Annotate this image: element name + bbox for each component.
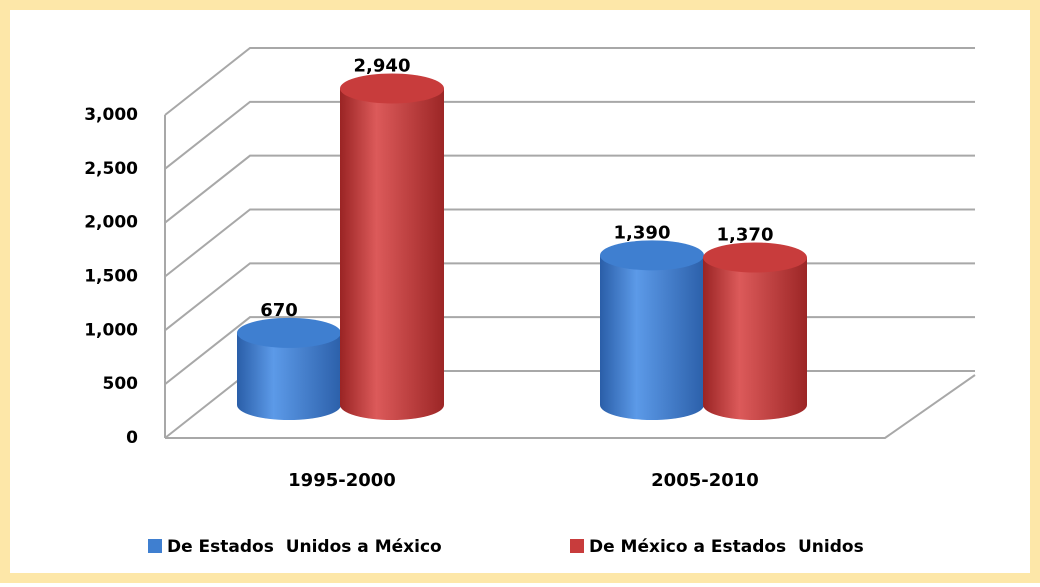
- value-label: 670: [260, 300, 298, 321]
- legend-swatch: [148, 539, 162, 553]
- cylinder-top: [600, 240, 704, 271]
- y-tick-label: 2,000: [84, 213, 138, 233]
- cylinder: [340, 88, 444, 421]
- x-tick-label: 2005-2010: [651, 470, 759, 491]
- grid-line: [164, 100, 975, 170]
- floor: [165, 374, 976, 439]
- legend-label: De México a Estados Unidos: [589, 537, 864, 557]
- y-tick-label: 1,000: [84, 320, 138, 340]
- y-tick-label: 1,500: [84, 267, 138, 287]
- y-tick-label: 2,500: [84, 159, 138, 179]
- cylinder: [237, 332, 341, 420]
- value-label: 1,370: [717, 224, 774, 245]
- value-label: 1,390: [614, 222, 671, 243]
- x-tick-label: 1995-2000: [288, 470, 396, 491]
- y-tick-label: 500: [103, 374, 139, 394]
- legend-swatch: [570, 539, 584, 553]
- cylinder: [703, 257, 807, 420]
- y-tick-label: 3,000: [84, 105, 138, 125]
- y-tick-label: 0: [126, 428, 138, 448]
- cylinder-top: [237, 317, 341, 348]
- grid-line: [164, 47, 975, 116]
- legend-label: De Estados Unidos a México: [167, 537, 442, 557]
- grid-line: [164, 154, 975, 224]
- grid-line: [164, 208, 975, 278]
- cylinder-top: [703, 242, 807, 273]
- cylinder-top: [340, 73, 444, 104]
- cylinder: [600, 255, 704, 420]
- value-label: 2,940: [354, 55, 411, 76]
